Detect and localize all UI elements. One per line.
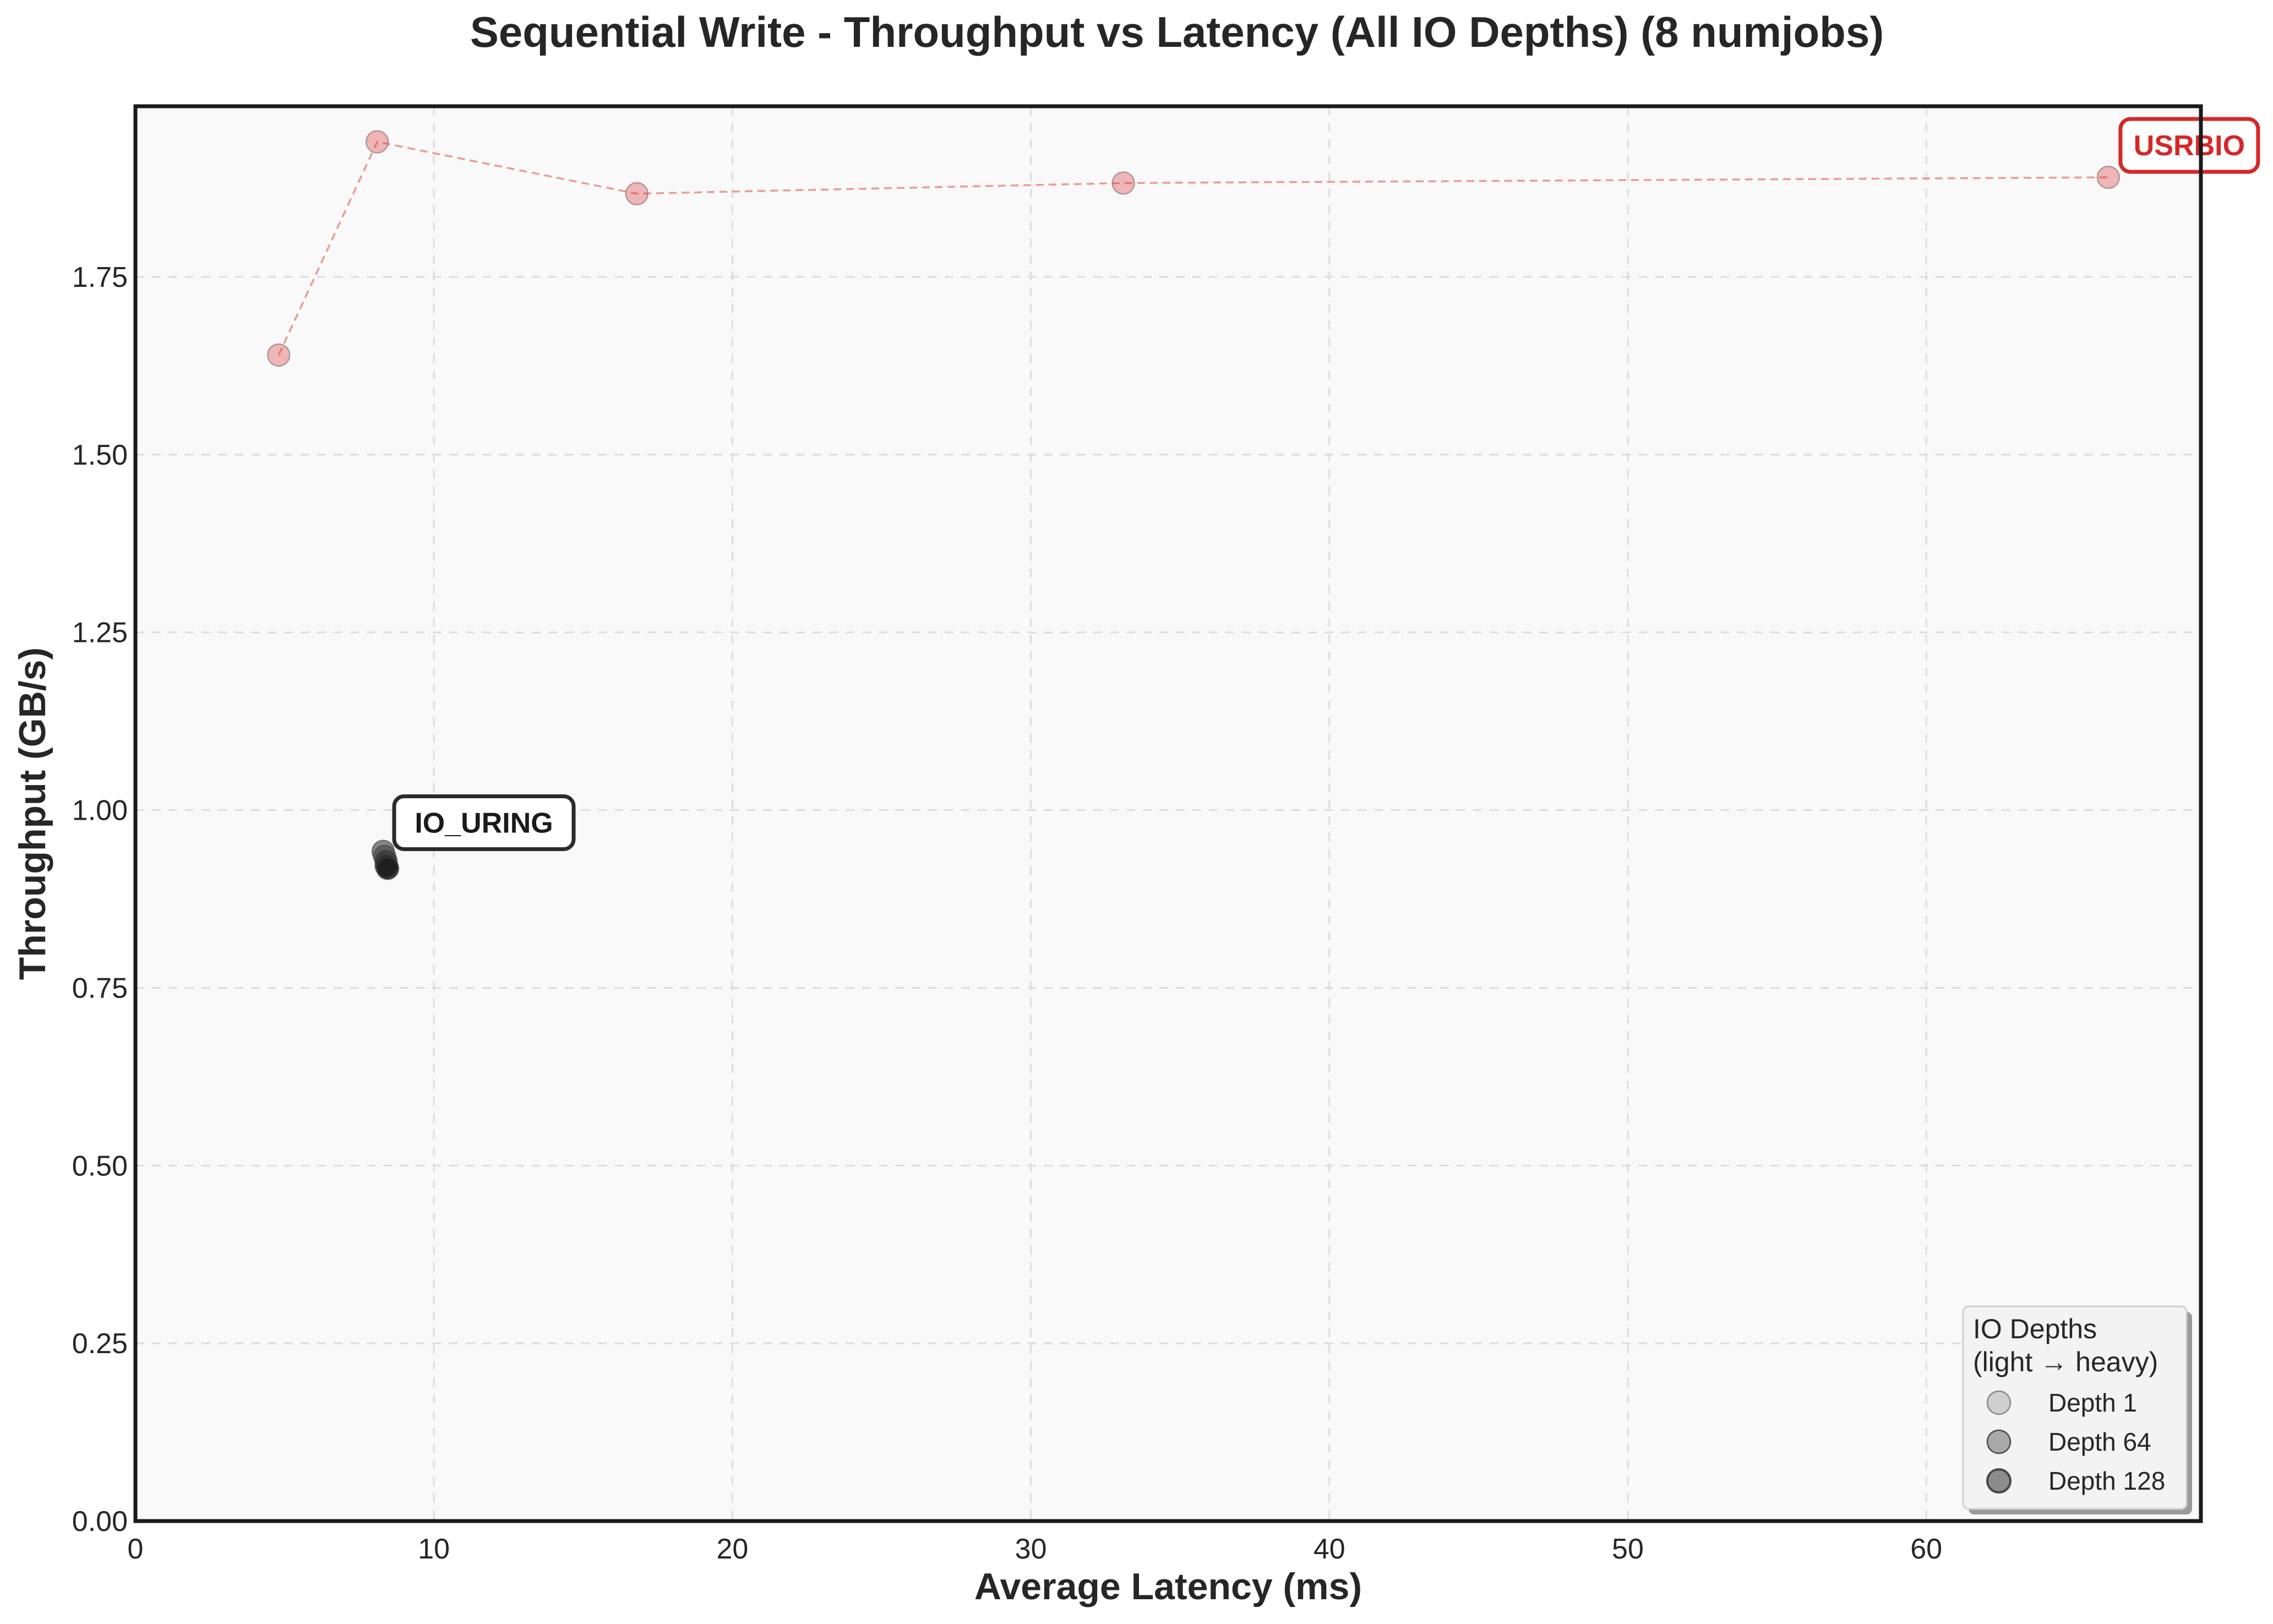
- legend-box: [1962, 1305, 2188, 1510]
- y-tick-label: 1.50: [72, 439, 128, 471]
- legend-entry-label: Depth 128: [2048, 1467, 2165, 1495]
- usrbio-point: [267, 343, 291, 367]
- axis-ticks: 0 10 20 30 40 50 60 0.00 0.25 0.50 0.75 1.00 1.25 1.5…: [72, 261, 1942, 1565]
- legend-marker: [1986, 1429, 2012, 1454]
- legend-marker: [1986, 1468, 2012, 1494]
- usrbio-label-text: USRBIO: [2134, 130, 2245, 162]
- x-tick-label: 30: [1015, 1533, 1047, 1565]
- y-tick-label: 0.75: [72, 972, 128, 1004]
- io-uring-series-label: IO_URING: [392, 794, 576, 851]
- io-uring-point: [375, 857, 400, 880]
- usrbio-point: [365, 130, 389, 154]
- usrbio-series-line: [277, 140, 2108, 356]
- y-tick-label: 1.25: [72, 617, 128, 649]
- series-layer: USRBIO IO_URING: [267, 117, 2260, 880]
- legend-title: IO Depths: [1973, 1314, 2097, 1344]
- x-tick-label: 50: [1612, 1533, 1644, 1565]
- x-tick-label: 60: [1910, 1533, 1942, 1565]
- usrbio-point: [1111, 171, 1135, 195]
- y-tick-label: 1.00: [72, 795, 128, 827]
- y-tick-label: 0.50: [72, 1150, 128, 1182]
- y-tick-label: 0.25: [72, 1328, 128, 1360]
- legend: IO Depths(light → heavy) Depth 1 Depth 64 D…: [1962, 1305, 2192, 1514]
- x-tick-label: 10: [418, 1533, 450, 1565]
- y-tick-label: 1.75: [72, 261, 128, 293]
- legend-marker: [1986, 1390, 2012, 1415]
- legend-subtitle: (light → heavy): [1973, 1347, 2158, 1377]
- x-tick-label: 40: [1313, 1533, 1345, 1565]
- plot-frame: [133, 104, 2203, 1523]
- y-tick-label: 0.00: [72, 1506, 128, 1538]
- usrbio-series-label: USRBIO: [2118, 117, 2260, 174]
- x-tick-label: 0: [128, 1533, 144, 1565]
- usrbio-point: [2096, 165, 2121, 189]
- y-axis-label: Throughput (GB/s): [12, 647, 53, 980]
- grid-lines: [135, 106, 2201, 1521]
- usrbio-point: [625, 182, 649, 206]
- usrbio-label-box: [2118, 117, 2260, 174]
- chart-title: Sequential Write - Throughput vs Latency…: [470, 8, 1884, 56]
- io-uring-label-box: [392, 794, 576, 851]
- io-uring-label-text: IO_URING: [415, 807, 553, 839]
- x-tick-label: 20: [716, 1533, 748, 1565]
- legend-entry-label: Depth 1: [2048, 1388, 2137, 1417]
- x-axis-label: Average Latency (ms): [974, 1566, 1362, 1607]
- legend-entry-label: Depth 64: [2048, 1427, 2151, 1456]
